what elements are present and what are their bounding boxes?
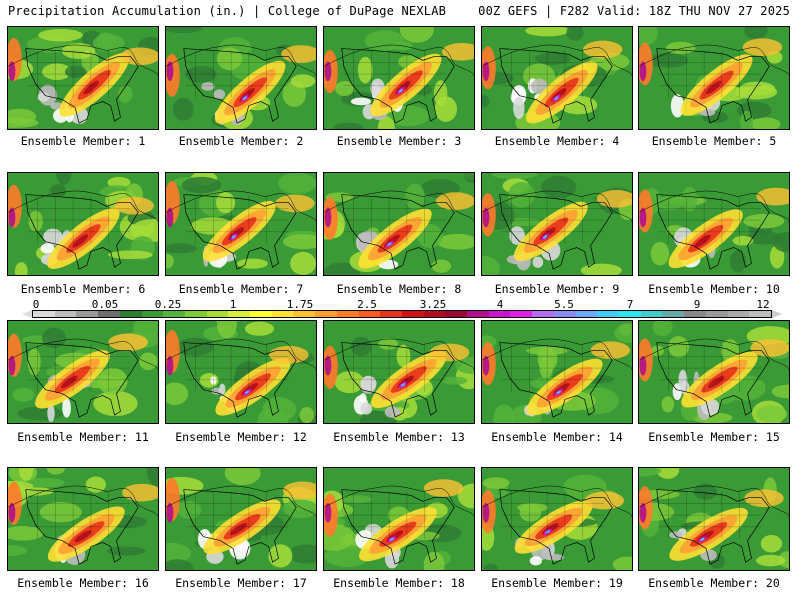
ensemble-map-panel (638, 467, 790, 571)
ensemble-member-label: Ensemble Member: 1 (20, 134, 146, 148)
ensemble-member-label: Ensemble Member: 13 (333, 430, 465, 444)
colorbar-tick-label: 7 (626, 298, 634, 311)
colorbar-tick-label: 2.5 (357, 298, 377, 311)
ensemble-member-label: Ensemble Member: 15 (648, 430, 780, 444)
ensemble-member-label: Ensemble Member: 2 (178, 134, 304, 148)
ensemble-map-panel (7, 320, 159, 424)
colorbar-tick-label: 4 (496, 298, 504, 311)
colorbar-swatch (575, 311, 598, 317)
colorbar-tick-label: 9 (693, 298, 701, 311)
colorbar-tick-label: 1 (229, 298, 237, 311)
colorbar-swatch (54, 311, 77, 317)
colorbar-swatch (662, 311, 685, 317)
ensemble-member-label: Ensemble Member: 12 (175, 430, 307, 444)
colorbar-swatch (488, 311, 511, 317)
colorbar-swatch (684, 311, 706, 317)
colorbar-tick-label: 3.25 (419, 298, 447, 311)
ensemble-map-panel (7, 467, 159, 571)
colorbar-tick-label: 0.25 (154, 298, 182, 311)
colorbar-swatch (293, 311, 316, 317)
ensemble-map-panel (7, 172, 159, 276)
ensemble-member-label: Ensemble Member: 11 (17, 430, 149, 444)
colorbar-swatch (553, 311, 576, 317)
colorbar-swatch (597, 311, 619, 317)
colorbar-tick-label: 12 (756, 298, 770, 311)
ensemble-member-label: Ensemble Member: 10 (648, 282, 780, 296)
colorbar-swatch (206, 311, 229, 317)
ensemble-member-label: Ensemble Member: 6 (20, 282, 146, 296)
colorbar-swatch (184, 311, 207, 317)
ensemble-member-label: Ensemble Member: 16 (17, 576, 149, 590)
colorbar-swatch (141, 311, 164, 317)
colorbar-left-arrow (22, 310, 32, 318)
colorbar-tick-label: 0.05 (91, 298, 119, 311)
colorbar-tick-label: 0 (32, 298, 40, 311)
ensemble-member-label: Ensemble Member: 20 (648, 576, 780, 590)
ensemble-member-label: Ensemble Member: 8 (336, 282, 462, 296)
colorbar-swatch (228, 311, 251, 317)
ensemble-map-panel (638, 26, 790, 130)
ensemble-map-panel (7, 26, 159, 130)
colorbar-swatch (532, 311, 554, 317)
colorbar-swatch (163, 311, 185, 317)
ensemble-member-label: Ensemble Member: 19 (491, 576, 623, 590)
colorbar-swatch (401, 311, 424, 317)
colorbar-swatch (358, 311, 381, 317)
ensemble-member-label: Ensemble Member: 17 (175, 576, 307, 590)
ensemble-map-panel (323, 467, 475, 571)
ensemble-member-label: Ensemble Member: 14 (491, 430, 623, 444)
colorbar-swatch (423, 311, 446, 317)
colorbar (32, 310, 772, 318)
colorbar-tick-label: 5.5 (554, 298, 574, 311)
colorbar-swatch (119, 311, 142, 317)
colorbar-swatch (727, 311, 750, 317)
colorbar-swatch (705, 311, 728, 317)
ensemble-map-panel (481, 320, 633, 424)
colorbar-swatch (250, 311, 272, 317)
colorbar-swatch (445, 311, 468, 317)
map-title: Precipitation Accumulation (in.) | Colle… (8, 4, 447, 18)
ensemble-map-panel (165, 320, 317, 424)
colorbar-swatch (315, 311, 337, 317)
ensemble-map-panel (323, 320, 475, 424)
ensemble-member-label: Ensemble Member: 4 (494, 134, 620, 148)
colorbar-swatch (336, 311, 359, 317)
colorbar-swatch (640, 311, 663, 317)
colorbar-swatch (467, 311, 489, 317)
colorbar-swatch (271, 311, 294, 317)
colorbar-tick-label: 1.75 (286, 298, 314, 311)
colorbar-swatch (380, 311, 402, 317)
ensemble-member-label: Ensemble Member: 18 (333, 576, 465, 590)
ensemble-map-panel (481, 26, 633, 130)
colorbar-swatch (510, 311, 533, 317)
ensemble-map-panel (638, 172, 790, 276)
colorbar-swatch (749, 311, 771, 317)
ensemble-map-panel (165, 172, 317, 276)
ensemble-map-panel (165, 467, 317, 571)
ensemble-member-label: Ensemble Member: 7 (178, 282, 304, 296)
ensemble-map-panel (481, 172, 633, 276)
colorbar-swatch (618, 311, 641, 317)
ensemble-map-panel (165, 26, 317, 130)
ensemble-map-panel (323, 172, 475, 276)
ensemble-member-label: Ensemble Member: 3 (336, 134, 462, 148)
ensemble-map-panel (638, 320, 790, 424)
colorbar-swatch (76, 311, 99, 317)
ensemble-map-panel (323, 26, 475, 130)
ensemble-member-label: Ensemble Member: 5 (651, 134, 777, 148)
colorbar-right-arrow (772, 310, 782, 318)
colorbar-swatch (33, 311, 55, 317)
valid-time: 00Z GEFS | F282 Valid: 18Z THU NOV 27 20… (478, 4, 790, 18)
ensemble-member-label: Ensemble Member: 9 (494, 282, 620, 296)
ensemble-map-panel (481, 467, 633, 571)
colorbar-swatch (98, 311, 120, 317)
